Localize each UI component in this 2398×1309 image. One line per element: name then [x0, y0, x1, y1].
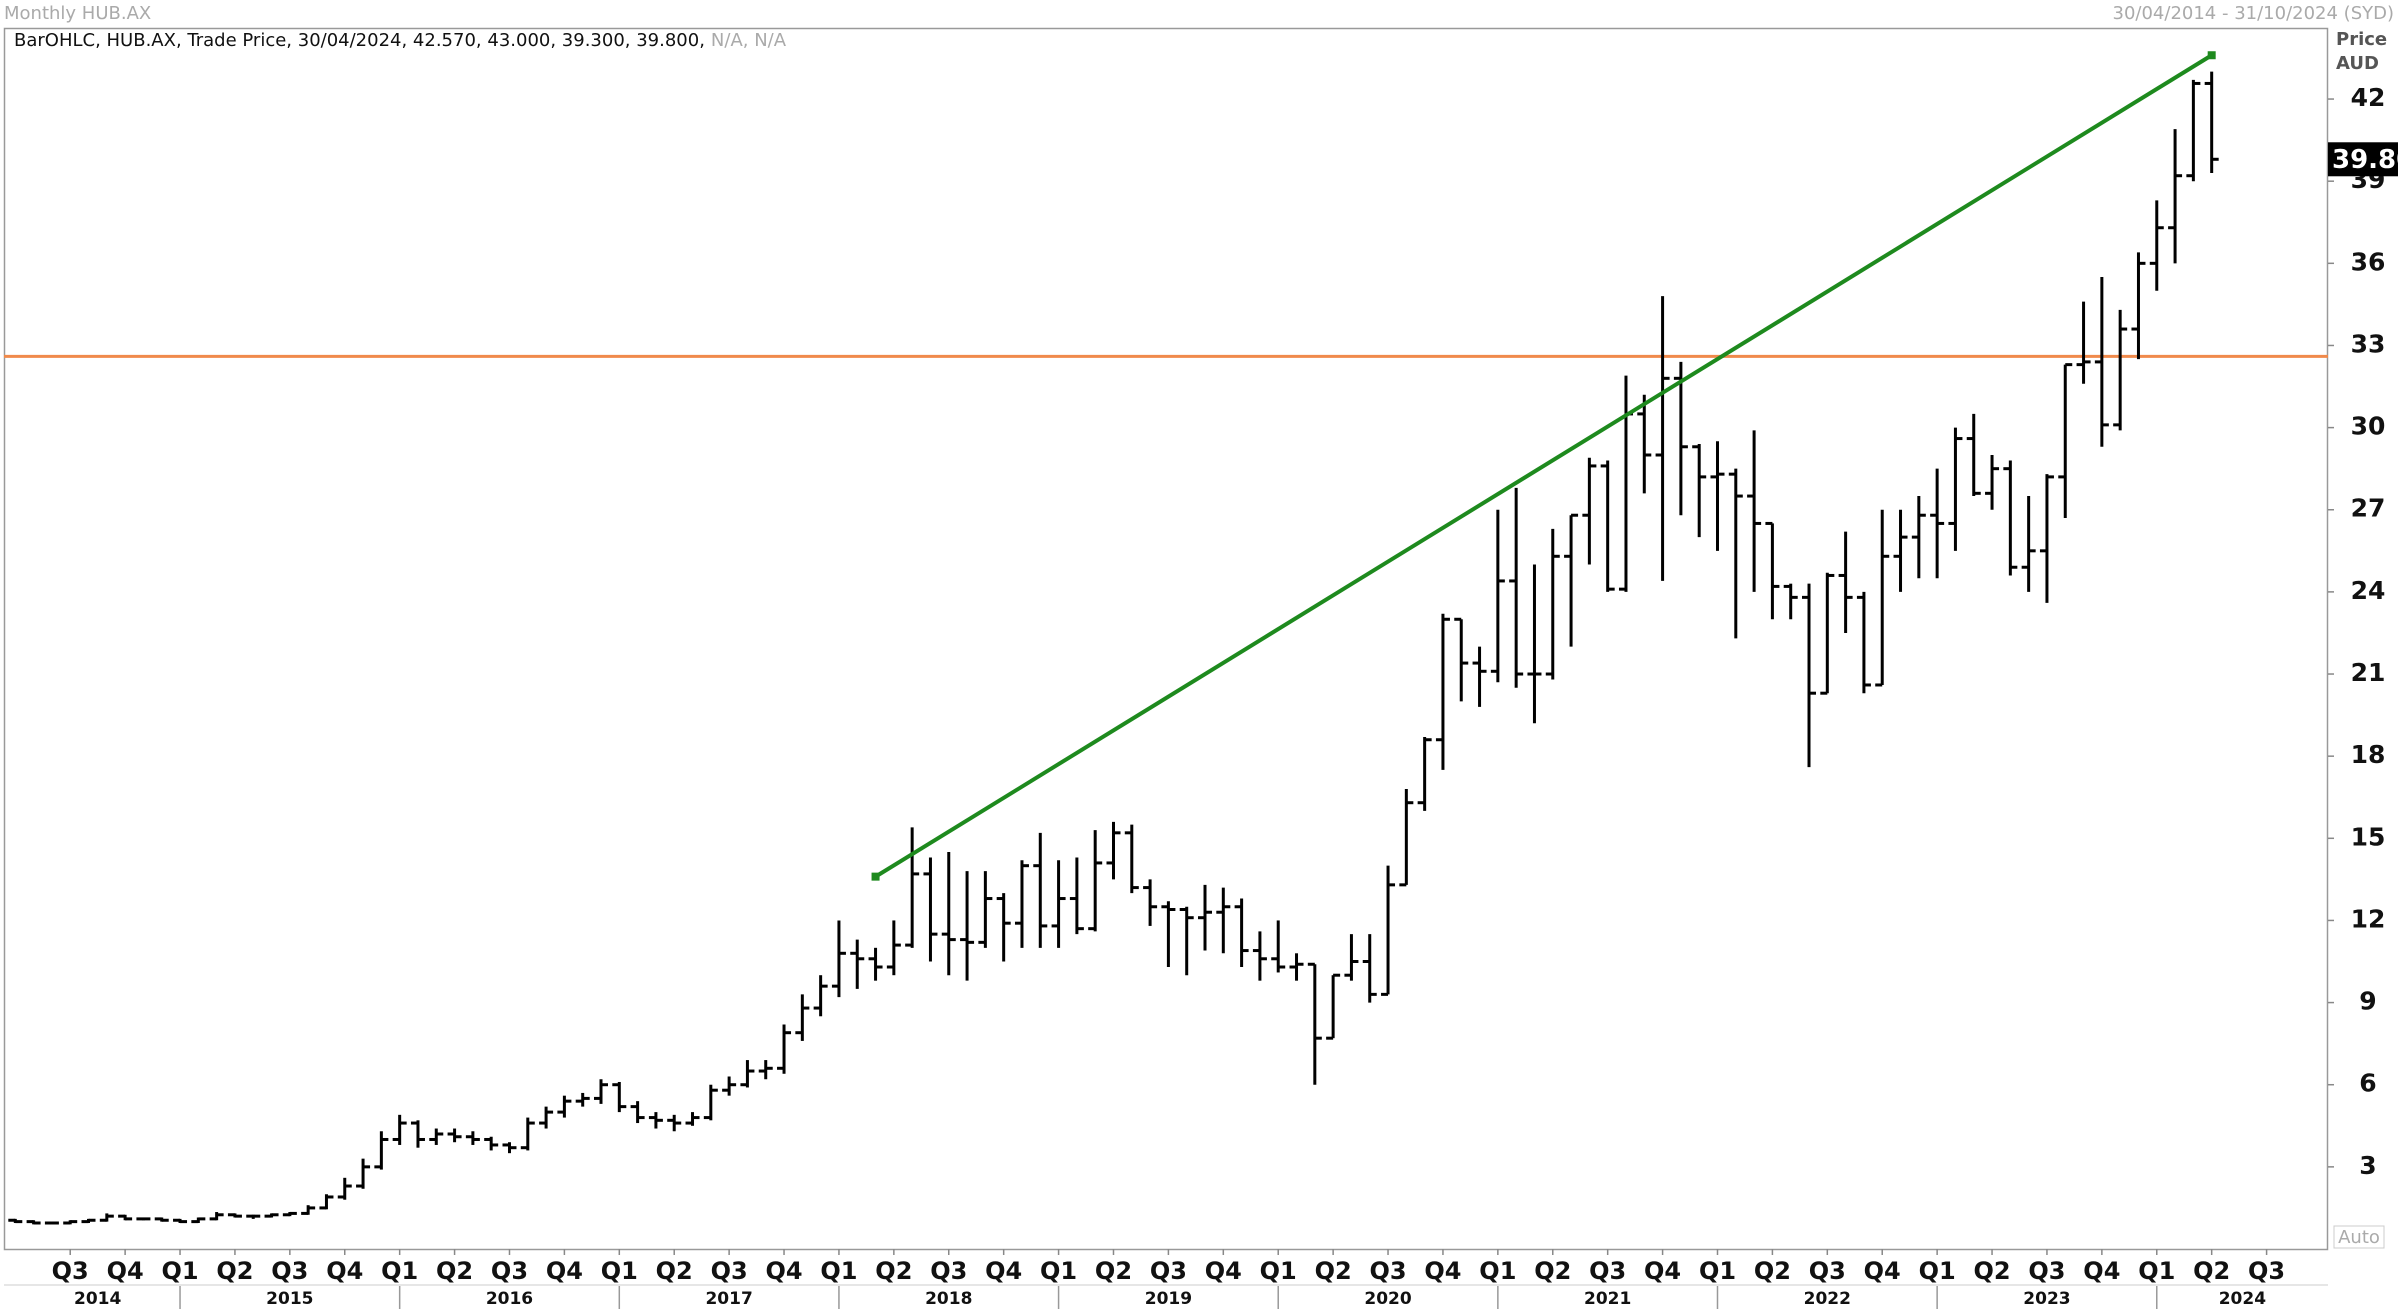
year-label: 2018 — [925, 1289, 972, 1309]
x-tick-label: Q1 — [601, 1257, 638, 1285]
x-tick-label: Q2 — [2193, 1257, 2230, 1285]
x-tick-label: Q1 — [1260, 1257, 1297, 1285]
x-tick-label: Q1 — [1479, 1257, 1516, 1285]
x-tick-label: Q3 — [271, 1257, 308, 1285]
x-tick-label: Q3 — [1589, 1257, 1626, 1285]
year-label: 2024 — [2219, 1289, 2266, 1309]
last-price-label: 39.80 — [2332, 145, 2398, 175]
x-tick-label: Q2 — [1534, 1257, 1571, 1285]
y-tick-label: 33 — [2351, 329, 2386, 358]
x-tick-label: Q3 — [1150, 1257, 1187, 1285]
x-tick-label: Q4 — [1424, 1257, 1461, 1285]
trendline-handle — [2207, 51, 2216, 60]
x-tick-label: Q4 — [1864, 1257, 1901, 1285]
x-tick-label: Q3 — [1369, 1257, 1406, 1285]
year-label: 2023 — [2023, 1289, 2070, 1309]
x-tick-label: Q4 — [2083, 1257, 2120, 1285]
x-tick-label: Q1 — [2138, 1257, 2175, 1285]
y-tick-label: 36 — [2351, 247, 2386, 276]
x-tick-label: Q3 — [2248, 1257, 2285, 1285]
x-tick-label: Q4 — [1644, 1257, 1681, 1285]
y-tick-label: 21 — [2351, 658, 2386, 687]
x-tick-label: Q4 — [546, 1257, 583, 1285]
y-axis-label: Price — [2336, 29, 2387, 50]
y-tick-label: 15 — [2351, 822, 2386, 851]
y-tick-label: 3 — [2359, 1151, 2376, 1180]
x-tick-label: Q2 — [875, 1257, 912, 1285]
x-tick-label: Q1 — [820, 1257, 857, 1285]
last-price-box — [2328, 142, 2398, 177]
x-tick-label: Q3 — [711, 1257, 748, 1285]
auto-button[interactable]: Auto — [2338, 1227, 2380, 1248]
year-label: 2020 — [1364, 1289, 1411, 1309]
x-tick-label: Q4 — [326, 1257, 363, 1285]
x-tick-label: Q4 — [985, 1257, 1022, 1285]
year-label: 2017 — [705, 1289, 752, 1309]
x-tick-label: Q4 — [1205, 1257, 1242, 1285]
x-tick-label: Q1 — [1919, 1257, 1956, 1285]
x-tick-label: Q2 — [1315, 1257, 1352, 1285]
y-tick-label: 18 — [2351, 740, 2386, 769]
x-tick-label: Q3 — [52, 1257, 89, 1285]
x-tick-label: Q2 — [656, 1257, 693, 1285]
plot-frame — [3, 27, 2329, 1251]
year-label: 2019 — [1145, 1289, 1192, 1309]
x-tick-label: Q1 — [1699, 1257, 1736, 1285]
y-tick-label: 6 — [2359, 1069, 2376, 1098]
x-tick-label: Q2 — [1973, 1257, 2010, 1285]
y-tick-label: 24 — [2351, 576, 2386, 605]
x-tick-label: Q1 — [161, 1257, 198, 1285]
y-tick-label: 12 — [2351, 904, 2386, 933]
x-tick-label: Q4 — [765, 1257, 802, 1285]
x-tick-label: Q3 — [930, 1257, 967, 1285]
x-tick-label: Q1 — [1040, 1257, 1077, 1285]
y-tick-label: 30 — [2351, 412, 2386, 441]
trendline — [874, 53, 2213, 879]
auto-box[interactable] — [2333, 1225, 2385, 1249]
x-tick-label: Q4 — [107, 1257, 144, 1285]
year-label: 2016 — [486, 1289, 533, 1309]
year-label: 2015 — [266, 1289, 313, 1309]
y-axis-unit: AUD — [2336, 53, 2379, 74]
y-tick-label: 9 — [2359, 987, 2376, 1016]
date-range: 30/04/2014 - 31/10/2024 (SYD) — [2113, 3, 2394, 24]
x-tick-label: Q1 — [381, 1257, 418, 1285]
y-tick-label: 42 — [2351, 83, 2386, 112]
year-label: 2014 — [74, 1289, 121, 1309]
x-tick-label: Q2 — [1095, 1257, 1132, 1285]
legend-na: N/A, N/A — [711, 30, 787, 51]
y-tick-label: 27 — [2351, 494, 2386, 523]
legend: BarOHLC, HUB.AX, Trade Price, 30/04/2024… — [14, 30, 787, 51]
chart-title: Monthly HUB.AX — [4, 3, 151, 24]
x-tick-label: Q2 — [436, 1257, 473, 1285]
x-tick-label: Q3 — [1809, 1257, 1846, 1285]
legend-text: BarOHLC, HUB.AX, Trade Price, 30/04/2024… — [14, 30, 705, 51]
x-tick-label: Q2 — [216, 1257, 253, 1285]
x-tick-label: Q3 — [2028, 1257, 2065, 1285]
year-label: 2021 — [1584, 1289, 1631, 1309]
x-tick-label: Q3 — [491, 1257, 528, 1285]
trendline-handle — [871, 872, 880, 881]
x-tick-label: Q2 — [1754, 1257, 1791, 1285]
year-label: 2022 — [1804, 1289, 1851, 1309]
